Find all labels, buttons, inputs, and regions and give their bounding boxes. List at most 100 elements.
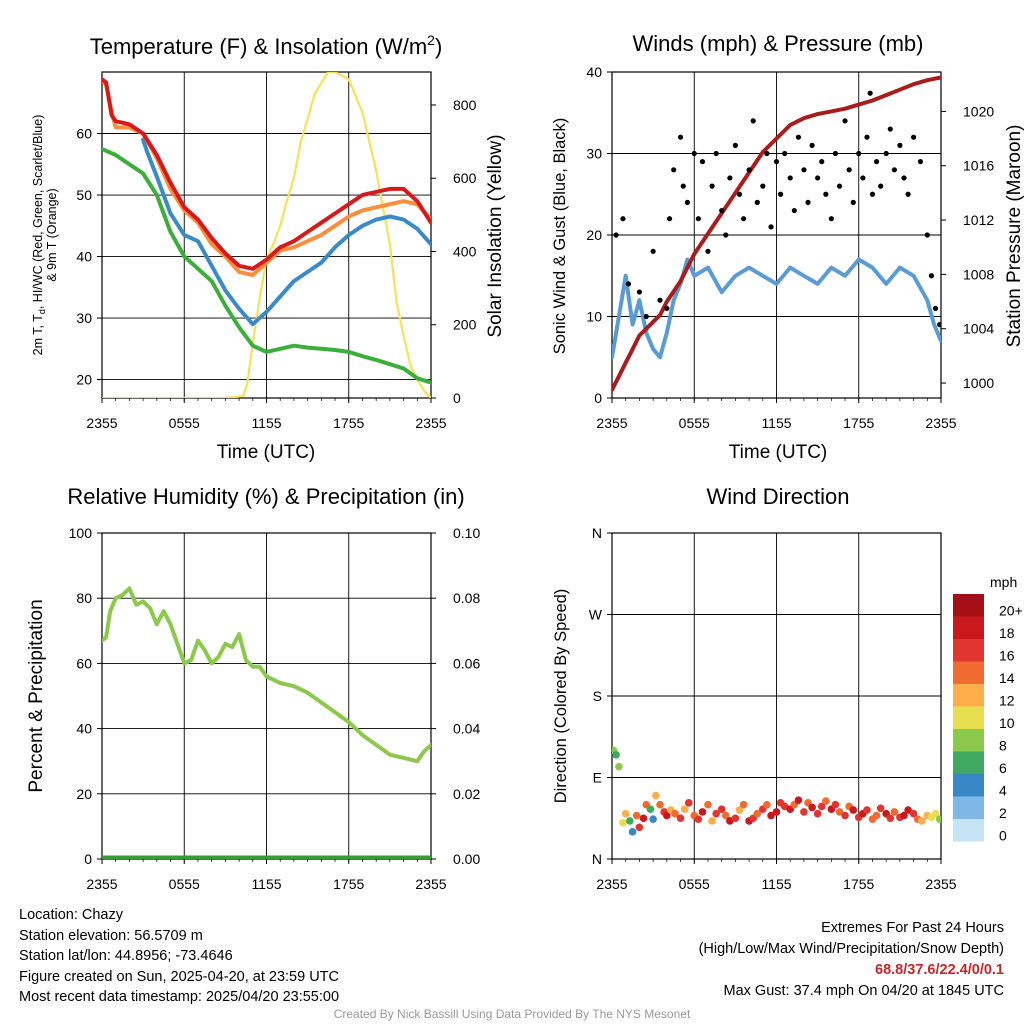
direction-point — [663, 811, 671, 820]
rh-y-tick-label: 0 — [84, 851, 92, 867]
direction-point — [739, 800, 748, 809]
gust-point — [691, 150, 697, 157]
direction-point — [772, 808, 781, 816]
location-text: Location: Chazy — [19, 907, 123, 923]
gust-point — [709, 183, 715, 189]
wind-x-tick-label: 2355 — [925, 415, 956, 431]
direction-point — [863, 806, 871, 814]
rh-y-tick-label: 60 — [76, 655, 92, 671]
direction-point — [712, 809, 720, 818]
temperature-title: Temperature (F) & Insolation (W/m2) — [90, 32, 443, 59]
wind-y-tick-label: 0 — [594, 390, 602, 406]
direction-y-label: Direction (Colored By Speed) — [552, 589, 570, 804]
gust-point — [924, 232, 930, 238]
gust-point — [932, 305, 939, 311]
rh-y-tick-label: 80 — [76, 590, 92, 606]
temp-x-tick-label: 0555 — [169, 415, 200, 431]
station-info: Location: Chazy Station elevation: 56.57… — [19, 905, 339, 1008]
gust-point — [746, 167, 752, 173]
direction-point — [872, 811, 881, 820]
direction-point — [628, 828, 637, 836]
direction-point — [649, 815, 657, 823]
temp-series-wc — [102, 146, 431, 385]
gust-point — [905, 191, 911, 197]
gust-point — [727, 175, 733, 181]
gust-point — [754, 199, 760, 205]
temp-y2-tick-label: 0 — [453, 390, 461, 406]
direction-point — [671, 809, 679, 818]
temp-series-t2m — [102, 77, 431, 271]
wind-y-tick-label: 40 — [586, 64, 602, 80]
gust-point — [878, 183, 884, 189]
gust-point — [842, 118, 848, 124]
legend-swatch — [953, 616, 984, 639]
direction-point — [717, 805, 726, 813]
gust-point — [787, 175, 793, 181]
dir-y-tick-label: S — [593, 688, 602, 704]
gust-point — [768, 224, 774, 230]
direction-point — [621, 809, 630, 818]
rh-y2-tick-label: 0.02 — [453, 786, 480, 802]
rh-x-tick-label: 0555 — [169, 876, 200, 892]
elevation-text: Station elevation: 56.5709 m — [19, 927, 203, 944]
legend-swatch — [953, 661, 984, 684]
extremes-title: Extremes For Past 24 Hours — [821, 920, 1004, 936]
gust-point — [917, 159, 924, 165]
gust-point — [795, 134, 802, 140]
gust-point — [887, 126, 893, 132]
direction-point — [909, 809, 918, 818]
gust-point — [782, 150, 788, 157]
direction-title: Wind Direction — [706, 484, 849, 509]
wind-y2-tick-label: 1020 — [963, 103, 994, 119]
wind-y2-tick-label: 1016 — [963, 158, 994, 174]
wind-series-wind — [612, 257, 941, 360]
direction-point — [763, 800, 771, 809]
temperature-panel: Temperature (F) & Insolation (W/m2) 2m T… — [31, 32, 506, 463]
gust-point — [801, 167, 807, 173]
rh-y2-tick-label: 0.04 — [453, 721, 480, 737]
gust-point — [819, 159, 825, 165]
gust-point — [650, 248, 656, 254]
direction-point — [704, 800, 712, 809]
dir-y-tick-label: W — [589, 607, 603, 623]
gust-point — [657, 297, 663, 303]
dir-plot-area — [612, 746, 941, 836]
legend-label: 18 — [999, 625, 1015, 641]
rh-plot-area — [102, 586, 431, 859]
legend-swatch — [953, 729, 984, 752]
direction-point — [735, 806, 744, 814]
rh-x-tick-label: 1155 — [251, 876, 281, 892]
direction-point — [753, 809, 762, 818]
gust-point — [723, 232, 729, 238]
temperature-x-label: Time (UTC) — [217, 442, 316, 463]
gust-point — [773, 159, 780, 165]
rh-y2-tick-label: 0.08 — [453, 590, 480, 606]
gust-point — [620, 216, 626, 222]
gust-point — [928, 273, 935, 279]
direction-point — [808, 803, 816, 812]
gust-point — [832, 150, 839, 157]
direction-point — [900, 811, 908, 820]
gust-point — [713, 150, 719, 157]
gust-point — [695, 216, 701, 222]
temp-y-tick-label: 40 — [76, 249, 92, 265]
direction-point — [731, 814, 740, 823]
humidity-title: Relative Humidity (%) & Precipitation (i… — [67, 484, 464, 509]
direction-point — [904, 806, 912, 814]
gust-point — [760, 183, 766, 189]
legend-label: 2 — [999, 805, 1007, 821]
temp-y-tick-label: 30 — [76, 310, 92, 326]
legend-swatch — [953, 751, 984, 774]
gust-point — [613, 232, 619, 238]
max-gust-text: Max Gust: 37.4 mph On 04/20 at 1845 UTC — [723, 983, 1004, 999]
gust-point — [828, 216, 834, 222]
humidity-panel: Relative Humidity (%) & Precipitation (i… — [26, 484, 480, 892]
wind-y2-tick-label: 1004 — [963, 321, 994, 337]
gust-point — [897, 142, 903, 148]
gust-point — [869, 191, 876, 197]
gust-point — [719, 207, 725, 214]
temp-y2-tick-label: 800 — [453, 97, 477, 113]
gust-point — [823, 191, 829, 197]
wind-y2-tick-label: 1008 — [963, 266, 994, 282]
